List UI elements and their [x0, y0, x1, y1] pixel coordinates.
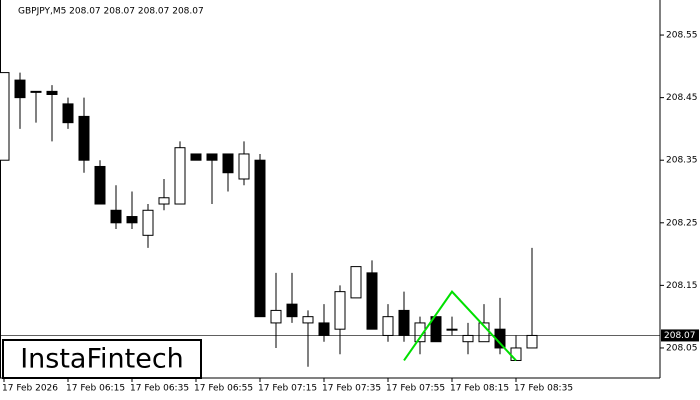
y-tick-label: 208.55	[666, 31, 698, 41]
y-tick-label: 208.15	[666, 281, 698, 291]
candle-body	[270, 309, 282, 324]
candle-body	[318, 322, 330, 336]
candle-body	[206, 153, 218, 161]
candle-body	[158, 197, 170, 205]
logo: InstaFintech	[20, 344, 184, 375]
candle-body	[0, 72, 10, 161]
x-tick-label: 17 Feb 06:35	[130, 384, 189, 394]
x-tick-label: 17 Feb 08:35	[514, 384, 573, 394]
candle-body	[510, 347, 522, 361]
candle-body	[46, 90, 58, 95]
candle-body	[286, 303, 298, 318]
candle-body	[190, 153, 202, 161]
x-tick-label: 17 Feb 08:15	[450, 384, 509, 394]
candle-body	[414, 322, 426, 343]
price-label-box	[661, 329, 699, 342]
x-tick-label: 17 Feb 2026	[2, 384, 58, 394]
candle-body	[382, 316, 394, 336]
chart-title: GBPJPY,M5 208.07 208.07 208.07 208.07	[18, 7, 204, 17]
y-tick-label: 208.05	[666, 343, 698, 353]
candle-body	[142, 209, 154, 236]
marks	[0, 72, 538, 367]
y-tick-label: 208.25	[666, 218, 698, 228]
candle-body	[30, 90, 42, 93]
pattern-line	[403, 290, 517, 362]
logo-box	[2, 339, 202, 379]
candle-body	[14, 79, 26, 99]
y-tick-label: 208.45	[666, 93, 698, 103]
candle-body	[126, 216, 138, 224]
candle-body	[526, 334, 538, 349]
candle-body	[78, 115, 90, 161]
candle-body	[302, 316, 314, 324]
candle-body	[94, 165, 106, 205]
x-tick-label: 17 Feb 07:15	[258, 384, 317, 394]
candle-body	[398, 309, 410, 336]
candle-body	[254, 159, 266, 318]
candle-body	[222, 153, 234, 174]
price-label: 208.07	[664, 331, 696, 341]
candle-body	[446, 328, 458, 331]
candle-body	[462, 334, 474, 343]
candle-body	[110, 209, 122, 224]
candle-body	[334, 291, 346, 330]
x-tick-label: 17 Feb 06:15	[66, 384, 125, 394]
candle-body	[174, 147, 186, 205]
candle-body	[430, 316, 442, 343]
candle-body	[62, 103, 74, 124]
x-tick-label: 17 Feb 07:55	[386, 384, 445, 394]
x-tick-label: 17 Feb 06:55	[194, 384, 253, 394]
candle-body	[238, 153, 250, 180]
candle-body	[350, 266, 362, 299]
x-tick-label: 17 Feb 07:35	[322, 384, 381, 394]
candle-body	[366, 272, 378, 330]
y-tick-label: 208.35	[666, 156, 698, 166]
